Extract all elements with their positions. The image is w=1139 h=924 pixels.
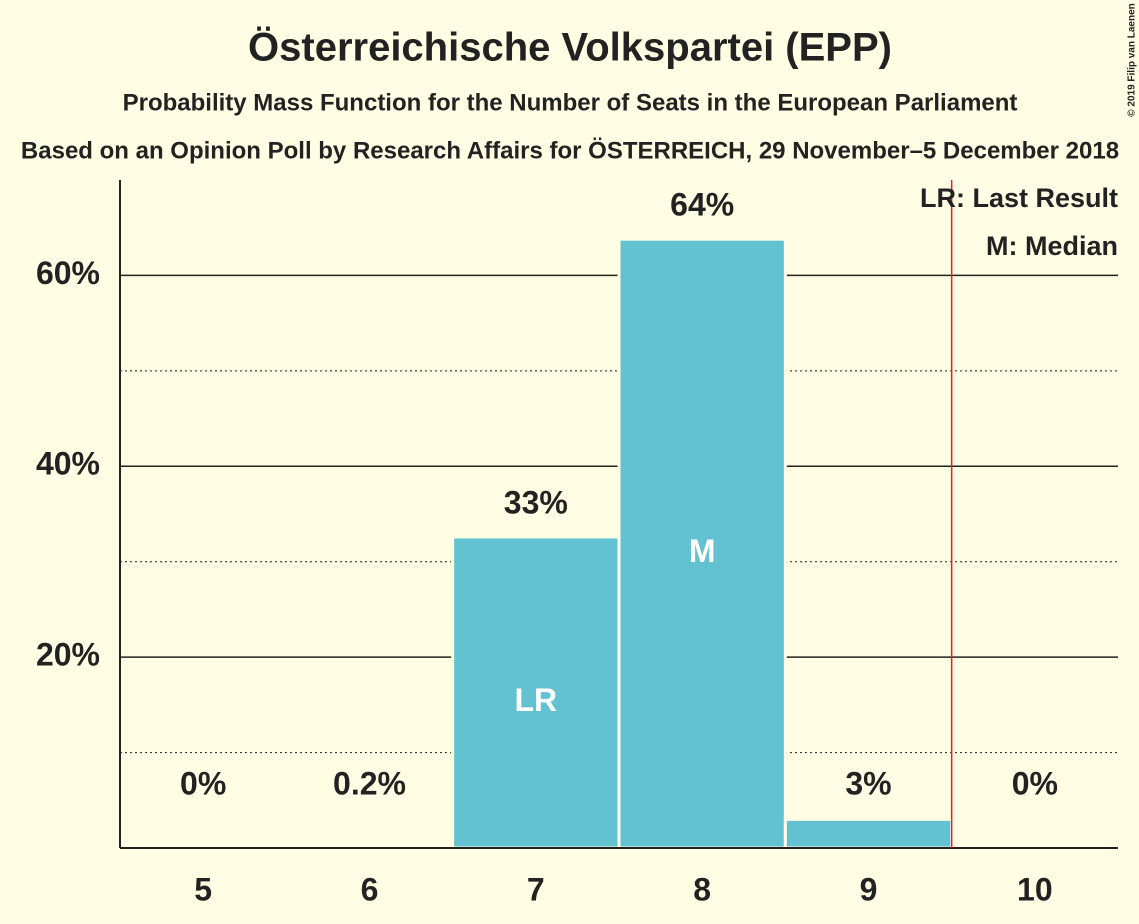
chart-subtitle: Probability Mass Function for the Number… (123, 89, 1018, 116)
value-label: 3% (845, 765, 891, 801)
bar-annotation: LR (515, 682, 558, 718)
copyright: © 2019 Filip van Laenen (1127, 3, 1138, 117)
value-label: 0.2% (333, 765, 406, 801)
bar (783, 817, 954, 850)
value-label: 0% (180, 765, 226, 801)
y-tick-label: 40% (36, 446, 100, 482)
chart-subtitle: Based on an Opinion Poll by Research Aff… (21, 137, 1119, 164)
value-label: 33% (504, 484, 568, 520)
value-label: 0% (1012, 765, 1058, 801)
bar (617, 237, 787, 850)
legend-entry: LR: Last Result (920, 183, 1118, 213)
value-label: 64% (670, 187, 734, 223)
y-tick-label: 60% (36, 255, 100, 291)
x-tick-label: 10 (1017, 871, 1053, 907)
x-tick-label: 8 (693, 871, 711, 907)
x-tick-label: 6 (361, 871, 379, 907)
x-tick-label: 7 (527, 871, 545, 907)
legend-entry: M: Median (986, 231, 1118, 261)
x-tick-label: 9 (860, 871, 878, 907)
chart-title: Österreichische Volkspartei (EPP) (248, 25, 892, 70)
bar-annotation: M (689, 533, 716, 569)
y-tick-label: 20% (36, 637, 100, 673)
x-tick-label: 5 (194, 871, 212, 907)
